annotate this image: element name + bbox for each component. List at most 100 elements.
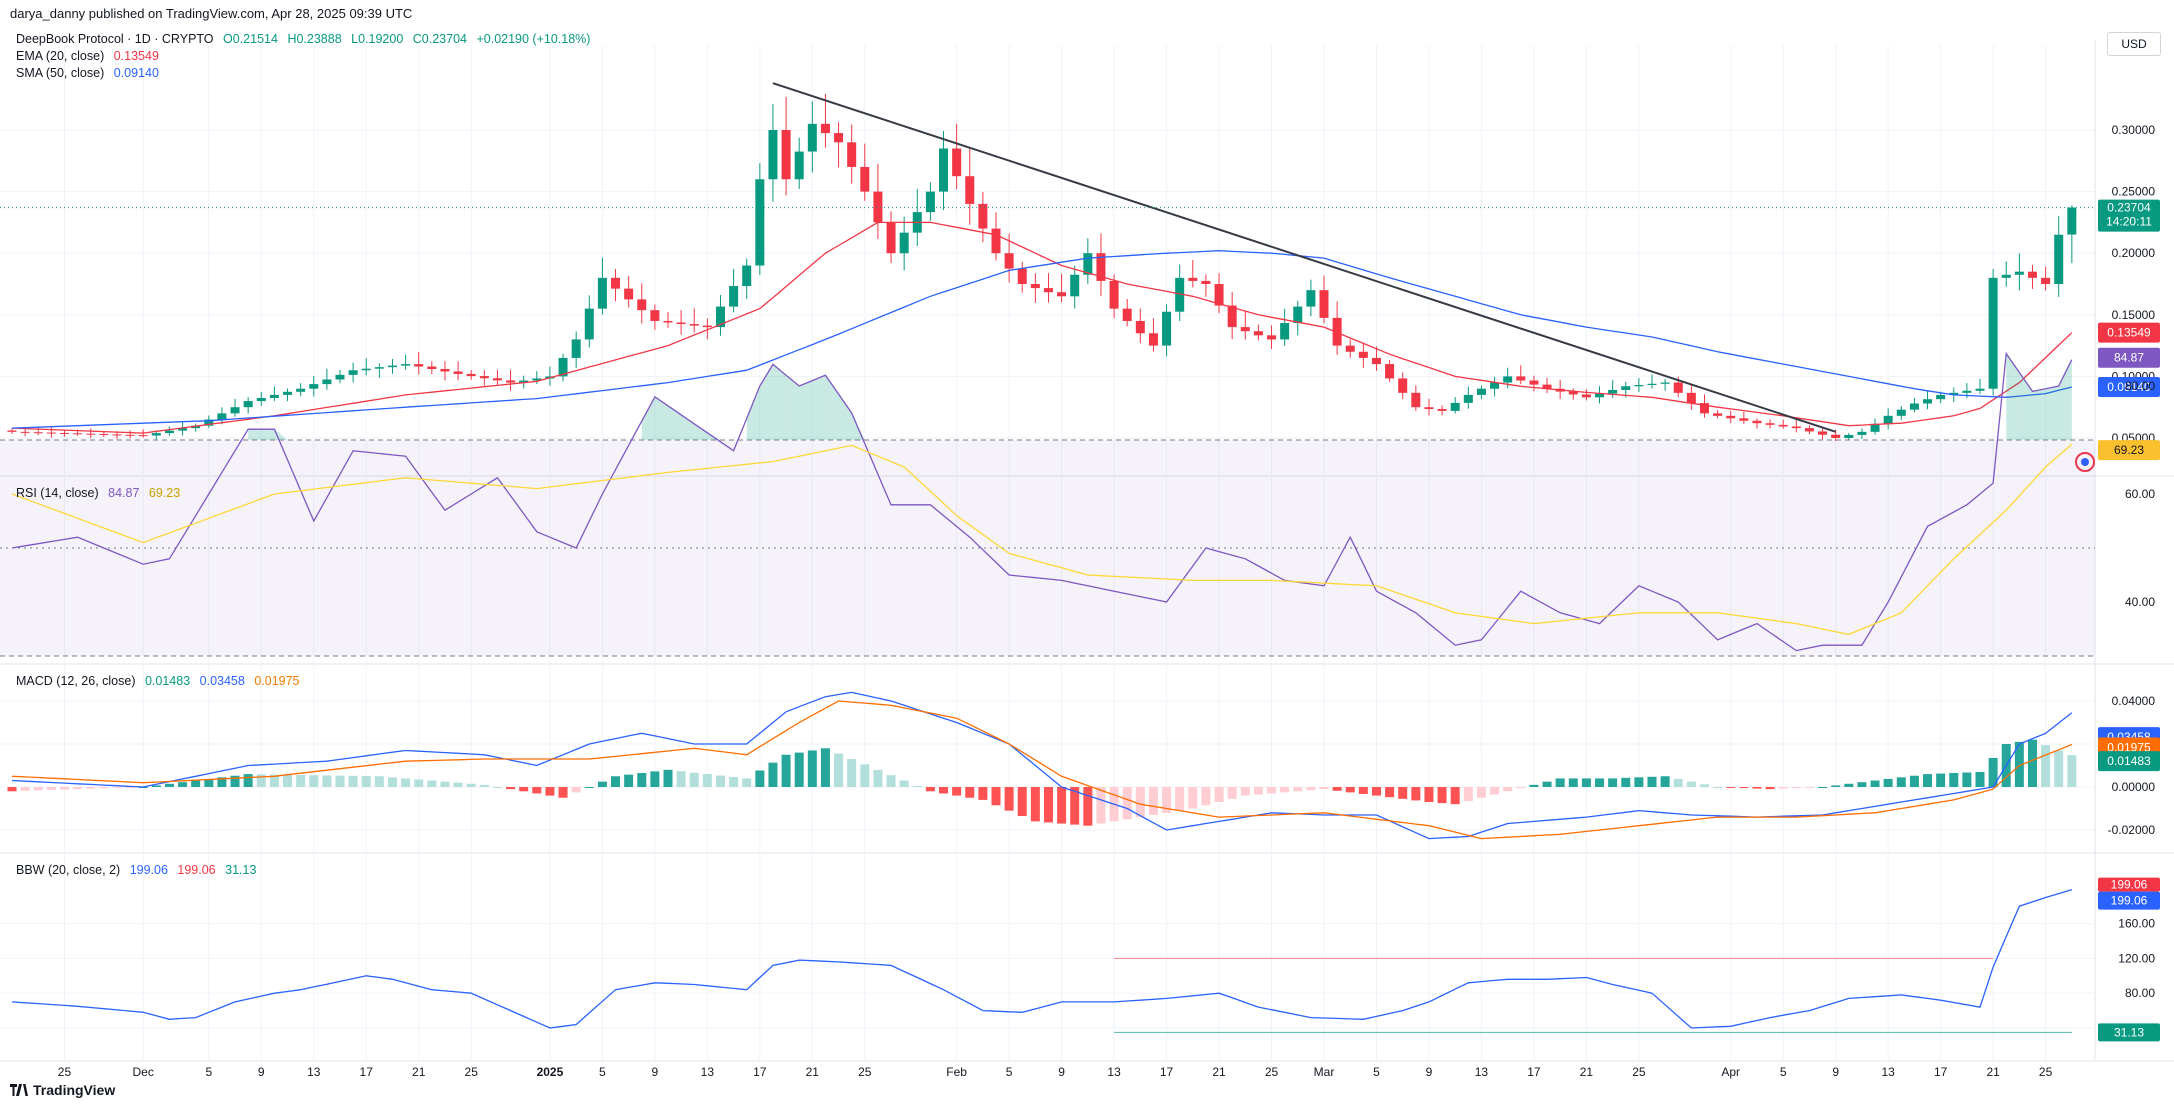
bbw-value: 199.06: [129, 863, 168, 877]
trendline: [772, 82, 1836, 433]
candle: [1988, 277, 1998, 389]
macd-histogram-bar: [650, 771, 660, 787]
candle: [1962, 390, 1972, 393]
macd-histogram-bar: [1306, 787, 1316, 791]
candle: [1608, 389, 1618, 394]
macd-histogram-bar: [1096, 787, 1106, 824]
rsi-overbought-fill: [759, 364, 773, 440]
rsi-band-fill: [0, 440, 2095, 656]
candle: [1385, 364, 1395, 379]
candle: [1201, 280, 1211, 284]
time-axis-label: 9: [652, 1065, 659, 1079]
macd-histogram-bar: [991, 787, 1001, 806]
main-legend: DeepBook Protocol · 1D · CRYPTO O0.21514…: [16, 32, 590, 46]
macd-histogram-bar: [1319, 787, 1329, 790]
candle: [2054, 234, 2064, 284]
macd-histogram-bar: [1030, 787, 1040, 822]
macd-histogram-bar: [1660, 776, 1670, 787]
macd-histogram-bar: [1490, 787, 1500, 795]
macd-histogram-bar: [1267, 787, 1277, 794]
macd-histogram-bar: [1844, 783, 1854, 787]
symbol-title[interactable]: DeepBook Protocol · 1D · CRYPTO: [16, 32, 214, 46]
macd-histogram-bar: [1634, 777, 1644, 787]
candle: [1647, 383, 1657, 386]
currency-button[interactable]: USD: [2107, 32, 2161, 56]
rsi-ma-badge-box: [2098, 440, 2160, 461]
macd-histogram-bar: [1043, 787, 1053, 823]
macd-histogram-bar: [1883, 778, 1893, 787]
candle: [1542, 384, 1552, 389]
macd-histogram-bar: [952, 787, 962, 796]
candle: [309, 384, 319, 389]
candle: [361, 368, 371, 371]
candle: [1043, 288, 1053, 293]
ema-value: 0.13549: [113, 49, 159, 63]
candle: [151, 433, 161, 436]
price-axis-label: 0.20000: [2112, 246, 2156, 260]
candle: [138, 435, 148, 437]
macd-histogram-bar: [1699, 784, 1709, 787]
candle: [269, 394, 279, 398]
macd-histogram-bar: [519, 787, 529, 792]
sma-badge-text: 0.09140: [2107, 380, 2151, 394]
macd-histogram-bar: [899, 780, 909, 787]
candle: [1686, 392, 1696, 404]
macd-histogram-bar: [2014, 741, 2024, 787]
candle: [112, 434, 122, 436]
candle: [178, 428, 188, 431]
macd-histogram-bar: [1371, 787, 1381, 796]
brand-name: TradingView: [33, 1082, 116, 1098]
macd-histogram-bar: [335, 775, 345, 787]
candle: [1030, 284, 1040, 289]
candle: [965, 176, 975, 204]
macd-histogram-bar: [1398, 787, 1408, 799]
macd-histogram-bar: [1673, 778, 1683, 787]
tradingview-logo-icon: [10, 1084, 28, 1096]
macd-histogram-bar: [873, 769, 883, 787]
candle: [532, 378, 542, 381]
time-axis-label: 21: [1580, 1065, 1594, 1079]
rsi-axis-label: 60.00: [2125, 487, 2155, 501]
macd-histogram-bar: [1713, 787, 1723, 788]
rsi-legend[interactable]: RSI (14, close) 84.87 69.23: [16, 486, 180, 500]
candle: [440, 369, 450, 372]
macd-histogram-bar: [283, 774, 293, 787]
candle: [886, 222, 896, 254]
candle: [1568, 391, 1578, 395]
candle: [401, 364, 411, 366]
candle: [834, 133, 844, 143]
macd-histogram-bar: [1542, 781, 1552, 787]
sma-legend[interactable]: SMA (50, close) 0.09140: [16, 66, 159, 80]
macd-histogram-bar: [401, 778, 411, 787]
macd-histogram-bar: [702, 774, 712, 787]
candle: [492, 378, 502, 381]
bbw-axis-label: 120.00: [2118, 951, 2155, 965]
macd-histogram-bar: [46, 787, 56, 791]
candle: [1595, 393, 1605, 398]
candle: [1621, 386, 1631, 390]
macd-histogram-bar: [912, 785, 922, 787]
time-axis-label: 5: [1006, 1065, 1013, 1079]
macd-legend[interactable]: MACD (12, 26, close) 0.01483 0.03458 0.0…: [16, 674, 300, 688]
ohlc-high: H0.23888: [287, 32, 342, 46]
time-axis-label: Dec: [133, 1065, 154, 1079]
rsi-badge-text: 84.87: [2114, 351, 2144, 365]
macd-histogram-bar: [1476, 787, 1486, 798]
bbw-badge: 199.06: [2098, 891, 2160, 910]
candle: [1083, 253, 1093, 275]
macd-histogram-bar: [965, 787, 975, 798]
bbw-upper-value: 199.06: [177, 863, 216, 877]
candle: [2014, 271, 2024, 275]
macd-histogram-bar: [20, 787, 30, 791]
rsi-overbought-fill: [812, 375, 826, 440]
candle: [20, 431, 30, 433]
candle: [1804, 428, 1814, 432]
bbw-legend[interactable]: BBW (20, close, 2) 199.06 199.06 31.13: [16, 863, 256, 877]
ohlc-low: L0.19200: [351, 32, 404, 46]
rsi-overbought-fill: [641, 396, 655, 440]
time-axis-label: Apr: [1721, 1065, 1740, 1079]
macd-badge: 0.01483: [2098, 751, 2160, 772]
ema-legend[interactable]: EMA (20, close) 0.13549: [16, 49, 159, 63]
candle: [939, 148, 949, 192]
sma-badge: 0.09140: [2098, 376, 2160, 397]
